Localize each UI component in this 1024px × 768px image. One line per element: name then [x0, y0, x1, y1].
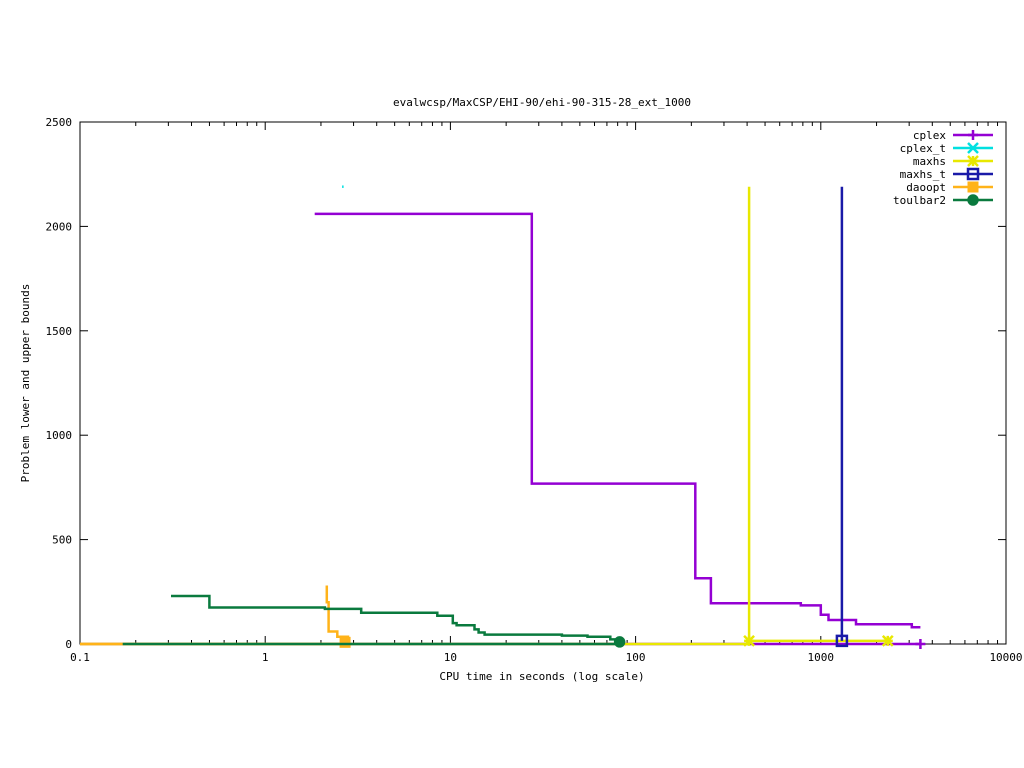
x-tick-label: 100 [626, 651, 646, 664]
marker-star [967, 155, 979, 167]
x-tick-label: 0.1 [70, 651, 90, 664]
x-tick-label: 1000 [808, 651, 835, 664]
x-tick-label: 10000 [989, 651, 1022, 664]
x-tick-label: 10 [444, 651, 457, 664]
legend-label-maxhs_t: maxhs_t [900, 168, 946, 181]
marker-filled-circle [967, 194, 979, 206]
marker-plus [968, 130, 978, 140]
marker-filled-square [339, 636, 351, 648]
x-axis: 0.1 1 10 100 1000 10000 [70, 122, 1023, 664]
x-axis-label: CPU time in seconds (log scale) [439, 670, 644, 683]
x-tick-label: 1 [262, 651, 269, 664]
y-tick-label: 500 [52, 534, 72, 547]
y-tick-label: 0 [65, 638, 72, 651]
y-tick-label: 1500 [46, 325, 73, 338]
marker-square [966, 167, 980, 181]
y-tick-label: 2000 [46, 220, 73, 233]
series-toulbar2 [122, 594, 626, 648]
plot-frame [79, 121, 1007, 645]
series-maxhs [80, 186, 894, 647]
marker-filled-circle [613, 636, 626, 648]
series-maxhs_t [835, 186, 849, 648]
marker-star [881, 634, 894, 647]
series-line-cplex [314, 212, 921, 629]
series-layer [80, 185, 926, 649]
marker-square [835, 634, 849, 648]
y-tick-label: 1000 [46, 429, 73, 442]
chart-title: evalwcsp/MaxCSP/EHI-90/ehi-90-315-28_ext… [393, 96, 691, 109]
y-axis-label: Problem lower and upper bounds [19, 284, 32, 483]
y-axis: 0 500 1000 1500 2000 2500 [46, 116, 1006, 651]
series-line-toulbar2 [171, 594, 622, 644]
marker-plus [915, 639, 926, 649]
series-daoopt [80, 585, 351, 648]
y-tick-label: 2500 [46, 116, 73, 129]
legend-label-cplex_t: cplex_t [900, 142, 946, 155]
series-cplex [80, 212, 926, 649]
series-line-maxhs [747, 186, 888, 643]
marker-star [743, 634, 755, 647]
legend-label-maxhs: maxhs [913, 155, 946, 168]
series-line-daoopt [325, 585, 350, 643]
legend-label-toulbar2: toulbar2 [893, 194, 946, 207]
plot-border [79, 121, 1007, 645]
marker-x [967, 142, 979, 154]
legend-label-cplex: cplex [913, 129, 946, 142]
legend-label-daoopt: daoopt [906, 181, 946, 194]
marker-filled-square [967, 181, 979, 193]
